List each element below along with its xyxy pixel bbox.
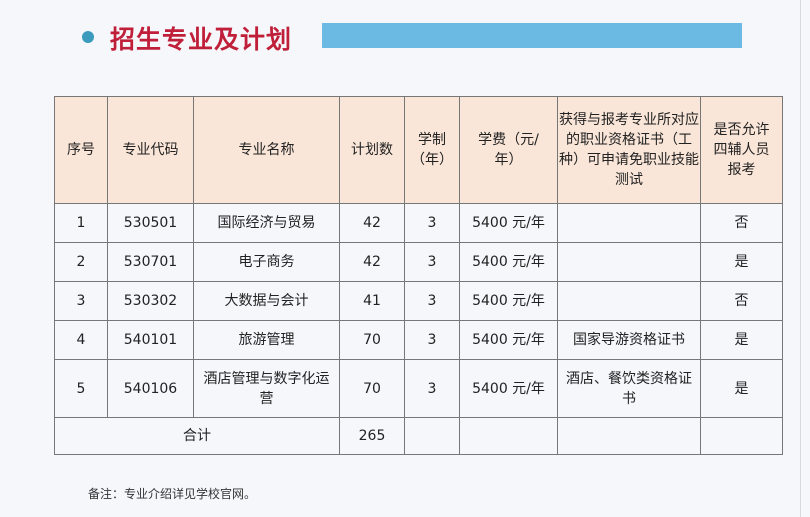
- title-accent-bar: [322, 23, 742, 48]
- table-cell: 3: [54, 281, 108, 321]
- table-cell: 5400 元/年: [459, 281, 558, 321]
- table-row: 3 530302 大数据与会计 41 3 5400 元/年否: [54, 281, 783, 321]
- table-cell: 否: [700, 203, 783, 243]
- table-cell: [557, 242, 701, 282]
- enrollment-table: 序号 专业代码 专业名称 计划数 学制（年） 学费（元/年） 获得与报考专业所对应的职业资格…: [54, 96, 783, 455]
- table-cell: 3: [404, 281, 460, 321]
- table-cell: 540101: [107, 320, 194, 360]
- table-cell: 酒店管理与数字化运营: [193, 359, 340, 418]
- table-cell: 否: [700, 281, 783, 321]
- table-cell: 2: [54, 242, 108, 282]
- table-row: 4 540101 旅游管理 70 3 5400 元/年 国家导游资格证书是: [54, 320, 783, 360]
- table-cell: 530501: [107, 203, 194, 243]
- column-header: 学费（元/年）: [459, 96, 558, 204]
- table-cell: [557, 203, 701, 243]
- page-edge: [800, 0, 801, 517]
- table-cell: 41: [339, 281, 405, 321]
- column-header: 序号: [54, 96, 108, 204]
- table-cell: 5: [54, 359, 108, 418]
- table-cell: 1: [54, 203, 108, 243]
- table-cell: 国际经济与贸易: [193, 203, 340, 243]
- table-cell: 3: [404, 242, 460, 282]
- table-cell: 是: [700, 359, 783, 418]
- table-cell: 70: [339, 320, 405, 360]
- table-cell: 国家导游资格证书: [557, 320, 701, 360]
- table-row: 5 540106 酒店管理与数字化运营 70 3 5400 元/年 酒店、餐饮类资格证书是: [54, 359, 783, 418]
- section-title: 招生专业及计划: [110, 25, 293, 54]
- total-label: 合计: [54, 417, 340, 455]
- table-cell: 是: [700, 320, 783, 360]
- column-header: 获得与报考专业所对应的职业资格证书（工种）可申请免职业技能测试: [557, 96, 701, 204]
- table-cell: 530302: [107, 281, 194, 321]
- total-row: 合计 265: [54, 417, 783, 455]
- table-cell: 42: [339, 203, 405, 243]
- table-cell: 5400 元/年: [459, 203, 558, 243]
- table-cell: 5400 元/年: [459, 242, 558, 282]
- table-cell: 是: [700, 242, 783, 282]
- table-cell: 4: [54, 320, 108, 360]
- footnote: 备注：专业介绍详见学校官网。: [88, 487, 257, 501]
- table-row: 2 530701 电子商务 42 3 5400 元/年 是: [54, 242, 783, 282]
- column-header: 专业代码: [107, 96, 194, 204]
- table-cell: 3: [404, 203, 460, 243]
- table-cell: [557, 281, 701, 321]
- table-cell: 540106: [107, 359, 194, 418]
- bullet-icon: [82, 31, 94, 43]
- table-cell: 5400 元/年: [459, 320, 558, 360]
- table-cell: 3: [404, 359, 460, 418]
- table-cell: 5400 元/年: [459, 359, 558, 418]
- table-cell: 旅游管理: [193, 320, 340, 360]
- column-header: 专业名称: [193, 96, 340, 204]
- table-cell: 42: [339, 242, 405, 282]
- column-header: 是否允许四辅人员报考: [700, 96, 783, 204]
- table-cell: 酒店、餐饮类资格证书: [557, 359, 701, 418]
- table-row: 1 530501 国际经济与贸易 42 3 5400 元/年 否: [54, 203, 783, 243]
- table-header: 序号 专业代码 专业名称 计划数 学制（年） 学费（元/年） 获得与报考专业所对应的职业资格…: [54, 96, 783, 204]
- table-cell: 3: [404, 320, 460, 360]
- table-cell: 大数据与会计: [193, 281, 340, 321]
- table-cell: 电子商务: [193, 242, 340, 282]
- column-header: 计划数: [339, 96, 405, 204]
- total-value: 265: [339, 417, 405, 455]
- table-cell: 70: [339, 359, 405, 418]
- column-header: 学制（年）: [404, 96, 460, 204]
- table-cell: 530701: [107, 242, 194, 282]
